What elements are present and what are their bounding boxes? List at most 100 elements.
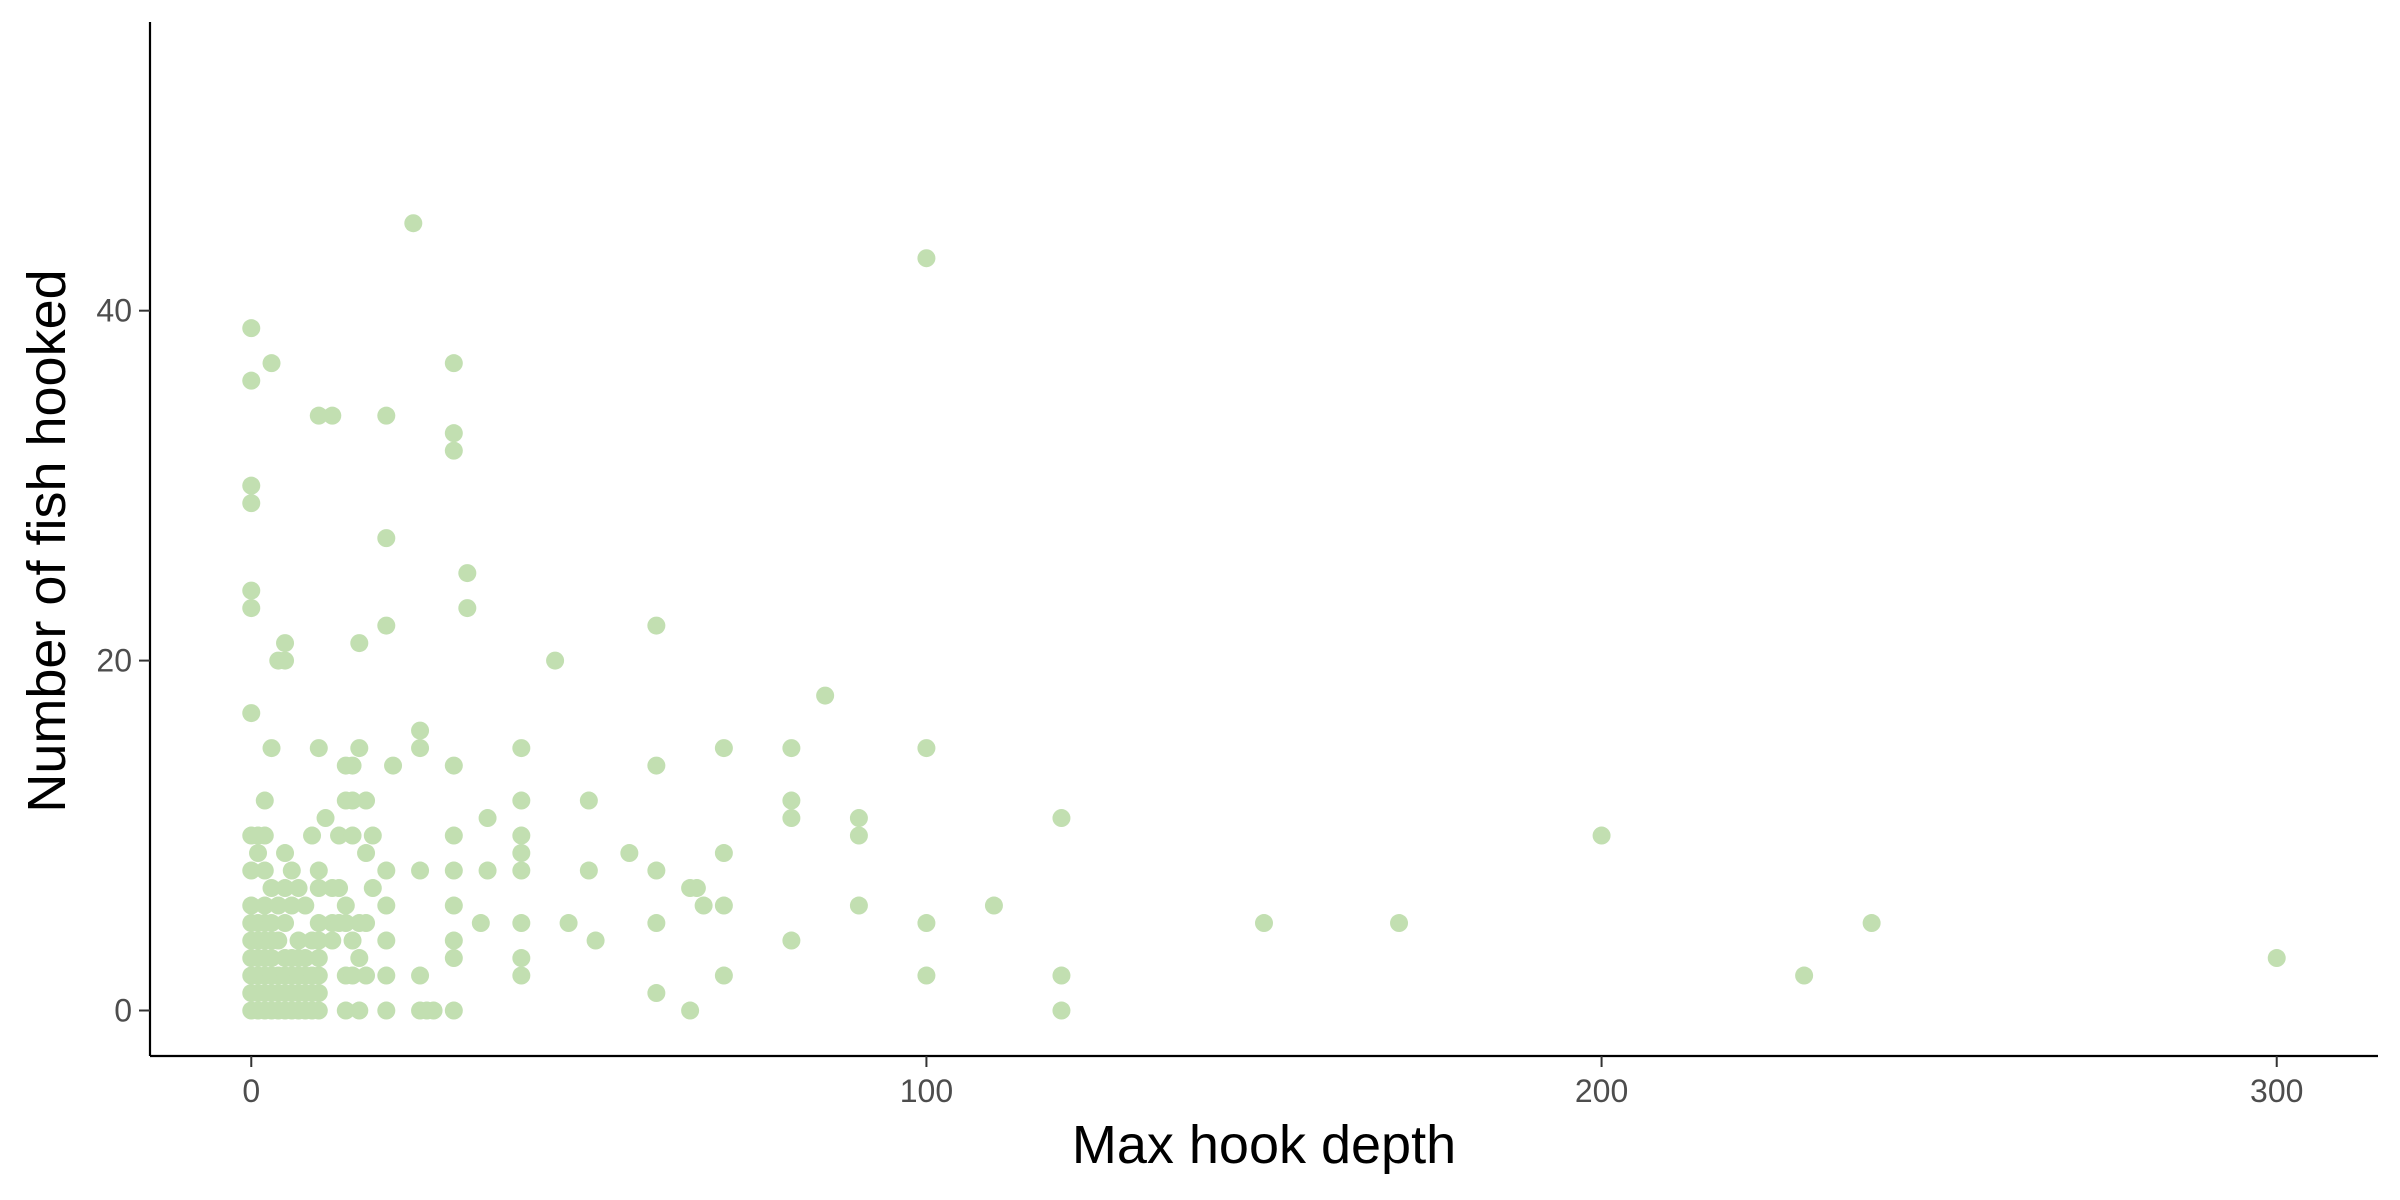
data-points [242, 214, 2286, 1020]
data-point [458, 564, 477, 583]
data-point [377, 966, 396, 985]
data-point [849, 896, 868, 915]
data-point [309, 879, 328, 898]
data-point [424, 1001, 443, 1020]
data-point [377, 1001, 396, 1020]
data-point [276, 879, 295, 898]
data-point [512, 966, 531, 985]
data-point [262, 949, 281, 968]
axis-ticks: 0 100 200 300 0 20 40 [96, 293, 2303, 1109]
data-point [350, 949, 369, 968]
data-point [512, 739, 531, 758]
data-point [849, 809, 868, 828]
data-point [782, 791, 801, 810]
data-point [242, 319, 261, 338]
data-point [647, 756, 666, 775]
data-point [647, 914, 666, 933]
data-point [647, 861, 666, 880]
data-point [444, 896, 463, 915]
x-axis-title: Max hook depth [1072, 1115, 1456, 1175]
data-point [262, 354, 281, 373]
data-point [579, 791, 598, 810]
data-point [276, 651, 295, 670]
data-point [296, 896, 315, 915]
data-point [350, 1001, 369, 1020]
data-point [343, 791, 362, 810]
y-tick-label: 20 [96, 643, 132, 679]
data-point [1052, 1001, 1071, 1020]
data-point [687, 879, 706, 898]
data-point [512, 861, 531, 880]
data-point [1795, 966, 1814, 985]
data-point [323, 931, 342, 950]
data-point [917, 966, 936, 985]
data-point [411, 739, 430, 758]
data-point [546, 651, 565, 670]
data-point [276, 914, 295, 933]
data-point [262, 879, 281, 898]
data-point [377, 896, 396, 915]
data-point [2267, 949, 2286, 968]
data-point [404, 214, 423, 233]
data-point [444, 931, 463, 950]
data-point [1390, 914, 1409, 933]
data-point [444, 1001, 463, 1020]
data-point [309, 984, 328, 1003]
data-point [478, 861, 497, 880]
data-point [444, 441, 463, 460]
data-point [816, 686, 835, 705]
y-axis-title: Number of fish hooked [17, 269, 77, 812]
data-point [559, 914, 578, 933]
data-point [444, 826, 463, 845]
data-point [444, 949, 463, 968]
data-point [330, 826, 349, 845]
data-point [309, 1001, 328, 1020]
data-point [289, 931, 308, 950]
data-point [255, 791, 274, 810]
data-point [714, 896, 733, 915]
data-point [303, 826, 322, 845]
data-point [714, 739, 733, 758]
data-point [714, 844, 733, 863]
data-point [411, 721, 430, 740]
data-point [309, 931, 328, 950]
data-point [478, 809, 497, 828]
data-point [350, 739, 369, 758]
data-point [242, 371, 261, 390]
data-point [984, 896, 1003, 915]
data-point [269, 931, 288, 950]
data-point [363, 879, 382, 898]
data-point [377, 529, 396, 548]
x-tick-label: 300 [2250, 1073, 2303, 1109]
x-tick-label: 100 [900, 1073, 953, 1109]
data-point [458, 599, 477, 618]
data-point [917, 739, 936, 758]
data-point [444, 424, 463, 443]
data-point [444, 861, 463, 880]
data-point [296, 949, 315, 968]
data-point [917, 249, 936, 268]
data-point [411, 861, 430, 880]
data-point [282, 861, 301, 880]
data-point [255, 861, 274, 880]
data-point [620, 844, 639, 863]
data-point [377, 616, 396, 635]
data-point [282, 896, 301, 915]
data-point [1255, 914, 1273, 933]
data-point [714, 966, 733, 985]
data-point [512, 826, 531, 845]
data-point [363, 826, 382, 845]
data-point [262, 739, 281, 758]
data-point [276, 634, 295, 653]
data-point [377, 861, 396, 880]
x-tick-label: 200 [1575, 1073, 1628, 1109]
data-point [242, 861, 261, 880]
data-point [917, 914, 936, 933]
data-point [289, 879, 308, 898]
y-tick-label: 0 [114, 993, 132, 1029]
data-point [782, 739, 801, 758]
y-tick-label: 40 [96, 293, 132, 329]
data-point [782, 809, 801, 828]
